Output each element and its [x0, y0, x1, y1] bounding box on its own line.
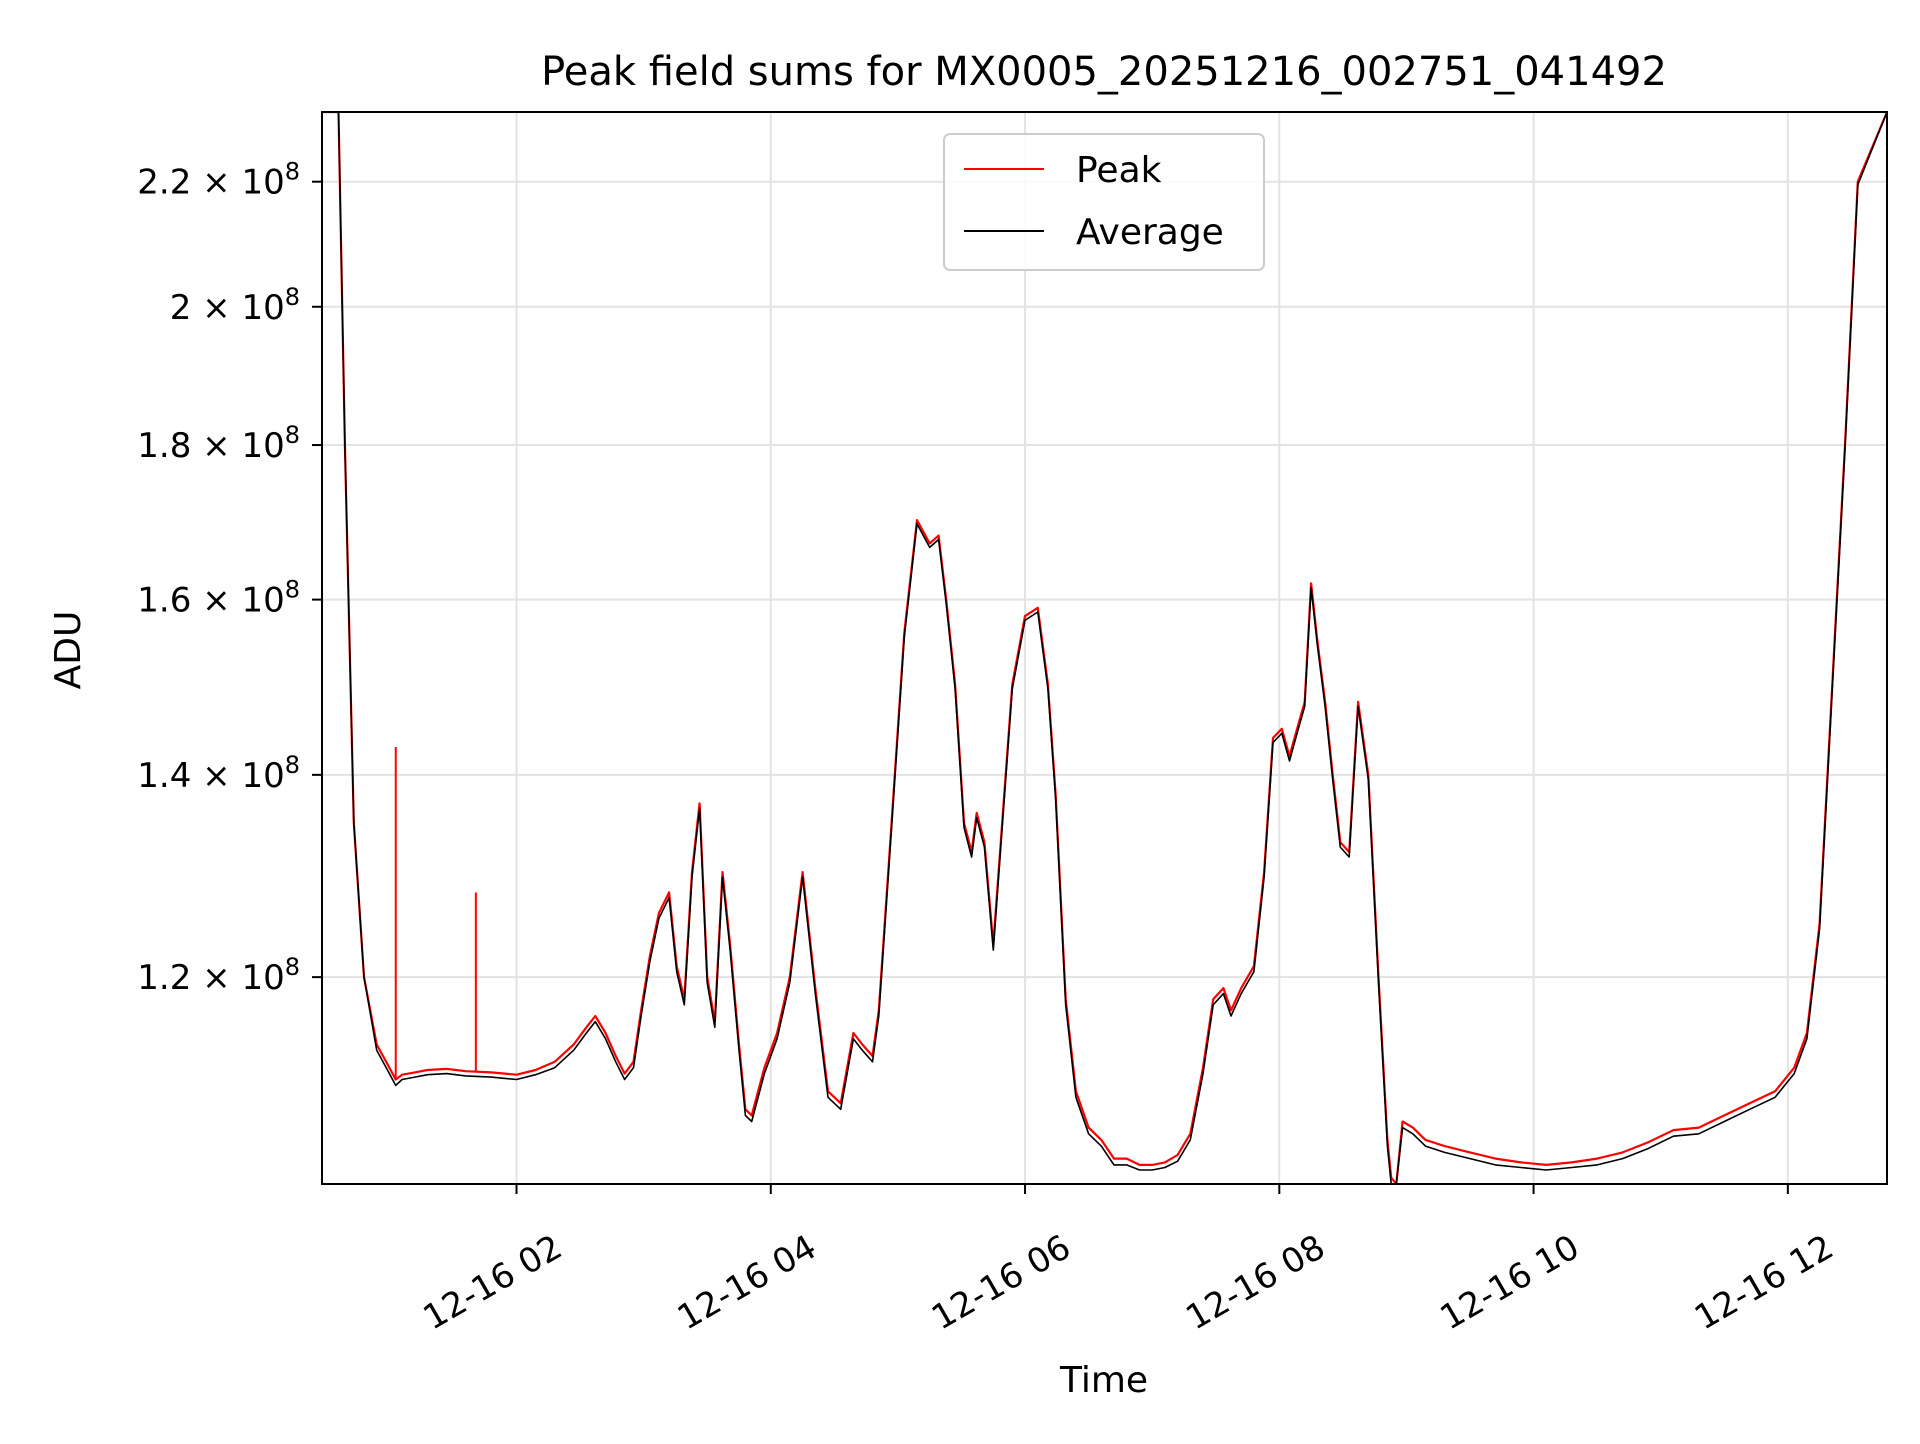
y-tick-label: 1.4 × 108: [137, 751, 300, 796]
legend-label-average: Average: [1076, 212, 1224, 253]
series-group: [322, 112, 1887, 1184]
y-axis: 1.2 × 108 1.4 × 108 1.6 × 108 1.8 × 108 2 × …: [137, 158, 322, 998]
y-tick-label: 1.2 × 108: [137, 953, 300, 998]
x-tick-label: 12-16 10: [1434, 1227, 1586, 1338]
series-line-average: [322, 112, 1887, 1184]
plot-frame: [321, 111, 1888, 1185]
x-tick-label: 12-16 08: [1179, 1227, 1331, 1338]
chart-title: Peak field sums for MX0005_20251216_0027…: [541, 49, 1667, 95]
x-axis-label: Time: [1059, 1360, 1148, 1401]
series-line-peak: [322, 112, 1887, 1184]
legend[interactable]: Peak Average: [943, 133, 1265, 271]
y-tick-label: 1.8 × 108: [137, 421, 300, 466]
x-tick-label: 12-16 04: [671, 1227, 823, 1338]
y-tick-label: 2 × 108: [170, 283, 300, 328]
x-tick-label: 12-16 02: [417, 1227, 569, 1338]
x-axis: 12-16 02 12-16 04 12-16 06 12-16 08 12-16 10…: [417, 1184, 1840, 1338]
x-tick-label: 12-16 06: [925, 1227, 1077, 1338]
y-axis-label: ADU: [48, 611, 89, 690]
y-tick-label: 2.2 × 108: [137, 158, 300, 203]
x-tick-label: 12-16 12: [1688, 1227, 1840, 1338]
y-tick-label: 1.6 × 108: [137, 576, 300, 621]
grid: [322, 112, 1887, 1184]
legend-label-peak: Peak: [1076, 150, 1162, 191]
